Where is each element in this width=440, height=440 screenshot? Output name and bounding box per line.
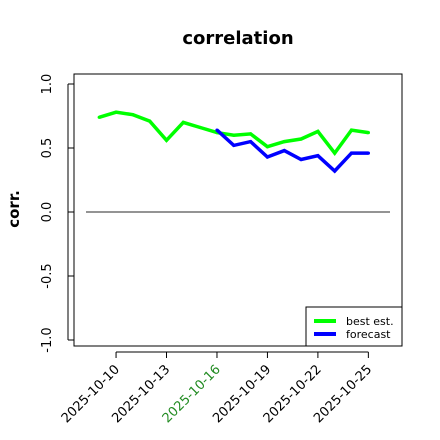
data-point bbox=[198, 125, 202, 130]
data-point bbox=[349, 151, 354, 155]
data-point bbox=[181, 120, 185, 124]
y-tick-label: 0.0 bbox=[40, 202, 55, 223]
plot-frame bbox=[73, 73, 403, 347]
data-point bbox=[131, 113, 135, 117]
legend-label: forecast bbox=[346, 328, 391, 341]
series-line-forecast bbox=[215, 128, 369, 174]
data-point bbox=[366, 131, 370, 135]
data-point bbox=[282, 140, 286, 144]
data-point bbox=[249, 140, 253, 144]
data-point bbox=[232, 143, 236, 147]
legend-box bbox=[305, 306, 403, 347]
data-point bbox=[97, 115, 101, 119]
data-point bbox=[366, 151, 370, 155]
y-tick-label: -1.0 bbox=[40, 327, 55, 352]
data-point bbox=[299, 137, 303, 141]
data-point bbox=[164, 138, 169, 142]
y-tick-label: -0.5 bbox=[40, 263, 55, 288]
data-point bbox=[299, 157, 303, 162]
y-tick-label: 1.0 bbox=[40, 74, 55, 95]
data-point bbox=[316, 154, 320, 158]
data-point bbox=[114, 110, 118, 114]
data-point bbox=[333, 169, 337, 173]
y-axis-label: corr. bbox=[5, 190, 23, 228]
chart-title: correlation bbox=[182, 28, 293, 49]
data-point bbox=[249, 132, 253, 136]
data-point bbox=[265, 155, 269, 159]
data-point bbox=[282, 149, 286, 153]
legend-label: best est. bbox=[346, 315, 394, 328]
data-point bbox=[349, 128, 354, 132]
data-point bbox=[232, 133, 236, 137]
data-point bbox=[333, 151, 337, 155]
data-point bbox=[265, 145, 269, 149]
data-point bbox=[316, 129, 320, 133]
y-tick-label: 0.5 bbox=[40, 138, 55, 159]
data-point bbox=[215, 128, 219, 132]
data-point bbox=[148, 119, 152, 123]
